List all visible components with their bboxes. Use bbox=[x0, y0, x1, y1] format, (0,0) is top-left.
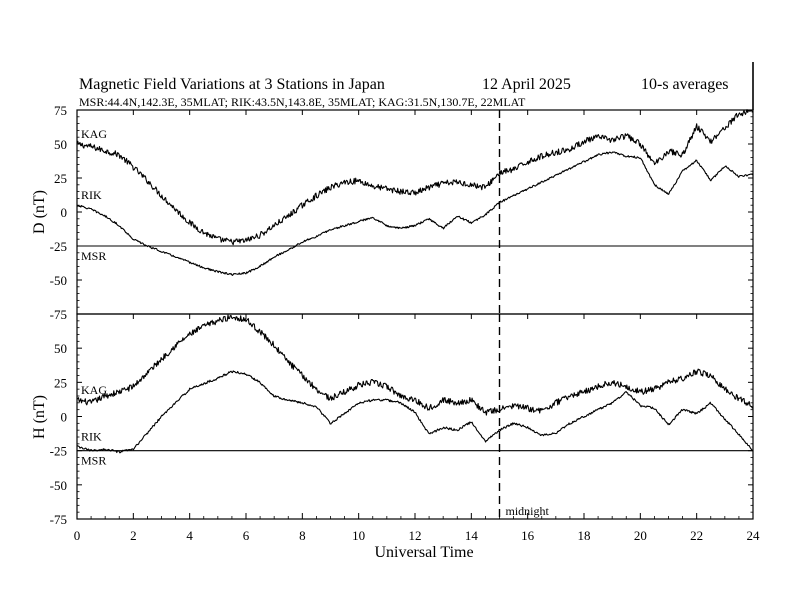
xtick-label: 4 bbox=[186, 528, 193, 543]
xtick-label: 20 bbox=[634, 528, 647, 543]
d-ytick-label: -75 bbox=[50, 307, 67, 322]
h-series-label-kag: KAG bbox=[81, 383, 107, 397]
xtick-label: 2 bbox=[130, 528, 137, 543]
d-ytick-label: 75 bbox=[54, 103, 67, 118]
xtick-label: 14 bbox=[465, 528, 479, 543]
xtick-label: 10 bbox=[352, 528, 365, 543]
chart-averaging: 10-s averages bbox=[641, 76, 729, 93]
xtick-label: 18 bbox=[578, 528, 591, 543]
h-series-label-rik: RIK bbox=[81, 430, 102, 444]
h-ytick-label: 0 bbox=[61, 410, 68, 425]
d-series-label-msr: MSR bbox=[81, 249, 106, 263]
h-ytick-label: 25 bbox=[54, 375, 67, 390]
h-ytick-label: 50 bbox=[54, 341, 67, 356]
xtick-label: 0 bbox=[74, 528, 81, 543]
h-ytick-label: -50 bbox=[50, 478, 67, 493]
d-series-label-rik: RIK bbox=[81, 188, 102, 202]
h-series-label-msr: MSR bbox=[81, 454, 106, 468]
chart-title: Magnetic Field Variations at 3 Stations … bbox=[79, 76, 385, 93]
d-ytick-label: 0 bbox=[61, 205, 68, 220]
d-series-rik bbox=[76, 151, 754, 276]
d-ytick-label: -50 bbox=[50, 273, 67, 288]
xtick-label: 24 bbox=[747, 528, 761, 543]
h-ytick-label: -25 bbox=[50, 444, 67, 459]
d-panel: 75 50 25 0 -25 -50 -75 KAG RIK MSR bbox=[50, 103, 754, 322]
xtick-label: 16 bbox=[521, 528, 535, 543]
h-panel-frame bbox=[76, 313, 754, 520]
x-axis: 0 2 4 6 8 10 12 14 16 18 20 22 24 bbox=[74, 513, 760, 543]
d-series-label-kag: KAG bbox=[81, 127, 107, 141]
h-panel: 50 25 0 -25 -50 -75 KAG RIK MSR midnight bbox=[50, 314, 754, 527]
d-ytick-label: 50 bbox=[54, 137, 67, 152]
h-panel-ylabel: H (nT) bbox=[31, 395, 48, 439]
xtick-label: 22 bbox=[690, 528, 703, 543]
midnight-label: midnight bbox=[506, 504, 550, 518]
h-ytick-label: -75 bbox=[50, 512, 67, 527]
chart-date: 12 April 2025 bbox=[482, 76, 571, 93]
h-series-kag bbox=[76, 314, 754, 416]
x-axis-title: Universal Time bbox=[374, 544, 473, 561]
d-panel-ylabel: D (nT) bbox=[31, 190, 48, 234]
xtick-label: 6 bbox=[243, 528, 250, 543]
h-series-rik bbox=[76, 370, 754, 454]
xtick-label: 12 bbox=[409, 528, 422, 543]
d-ytick-label: 25 bbox=[54, 171, 67, 186]
d-series-kag bbox=[76, 109, 754, 246]
chart-subtitle: MSR:44.4N,142.3E, 35MLAT; RIK:43.5N,143.… bbox=[79, 95, 526, 109]
xtick-label: 8 bbox=[299, 528, 306, 543]
d-ytick-label: -25 bbox=[50, 239, 67, 254]
